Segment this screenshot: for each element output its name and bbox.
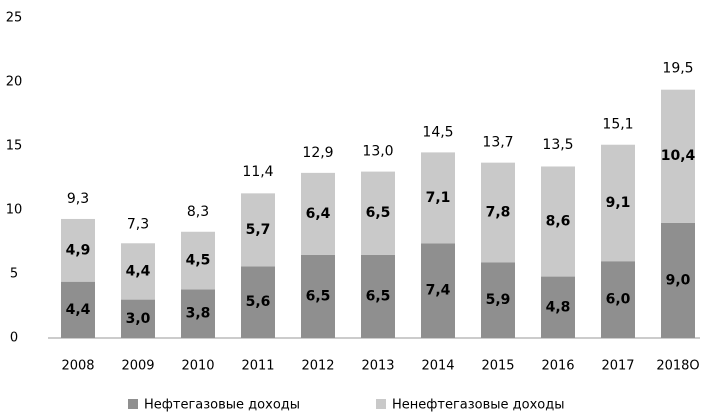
x-tick-label: 2017 <box>601 359 634 374</box>
segment-label: 6,4 <box>306 206 331 222</box>
bar-segment <box>181 289 215 338</box>
segment-label: 7,8 <box>486 205 511 221</box>
segment-label: 9,0 <box>666 272 691 288</box>
bar-segment <box>121 299 155 338</box>
total-label: 13,7 <box>482 135 513 151</box>
bar-segment <box>661 89 695 223</box>
legend-label: Ненефтегазовые доходы <box>392 398 565 413</box>
bar-segment <box>241 266 275 338</box>
segment-label: 5,6 <box>246 294 271 310</box>
total-label: 19,5 <box>662 60 693 76</box>
x-tick-label: 2012 <box>301 359 334 374</box>
y-tick-label: 10 <box>6 203 23 218</box>
bar-segment <box>421 243 455 338</box>
segment-label: 9,1 <box>606 195 631 211</box>
bar-segment <box>601 261 635 338</box>
segment-label: 4,4 <box>66 302 91 318</box>
total-label: 8,3 <box>187 204 209 220</box>
segment-label: 8,6 <box>546 214 571 230</box>
x-tick-label: 2009 <box>121 359 154 374</box>
legend-swatch <box>376 399 386 409</box>
y-tick-label: 5 <box>10 267 18 282</box>
segment-label: 5,7 <box>246 222 271 238</box>
y-tick-label: 0 <box>10 331 18 346</box>
y-tick-label: 15 <box>6 139 23 154</box>
bar-segment <box>61 218 95 282</box>
segment-label: 4,8 <box>546 299 571 315</box>
bar-segment <box>61 281 95 338</box>
bar-segment <box>541 276 575 338</box>
segment-label: 4,4 <box>126 263 151 279</box>
segment-label: 7,1 <box>426 190 451 206</box>
segment-label: 3,8 <box>186 306 211 322</box>
bar-segment <box>121 243 155 300</box>
bar-segment <box>481 262 515 338</box>
segment-label: 3,0 <box>126 311 151 327</box>
bar-segment <box>181 231 215 290</box>
bar-segment <box>421 152 455 244</box>
segment-label: 4,5 <box>186 253 211 269</box>
segment-label: 6,5 <box>366 288 391 304</box>
segment-label: 5,9 <box>486 292 511 308</box>
bar-segment <box>301 254 335 338</box>
total-label: 13,5 <box>542 137 573 153</box>
x-tick-label: 2008 <box>61 359 94 374</box>
legend-swatch <box>128 399 138 409</box>
bar-segment <box>601 144 635 262</box>
legend-label: Нефтегазовые доходы <box>144 398 300 413</box>
bar-segment <box>301 172 335 255</box>
total-label: 12,9 <box>302 145 333 161</box>
total-label: 14,5 <box>422 124 453 140</box>
y-tick-label: 25 <box>6 11 23 26</box>
bar-segment <box>361 254 395 338</box>
segment-label: 6,5 <box>306 288 331 304</box>
bar-segment <box>541 166 575 277</box>
x-tick-label: 2013 <box>361 359 394 374</box>
total-label: 9,3 <box>67 191 89 207</box>
segment-label: 6,0 <box>606 292 631 308</box>
x-tick-label: 2010 <box>181 359 214 374</box>
bar-segment <box>241 193 275 267</box>
segment-label: 4,9 <box>66 242 91 258</box>
bar-segment <box>661 222 695 338</box>
x-tick-label: 2018О <box>656 359 699 374</box>
segment-label: 6,5 <box>366 205 391 221</box>
total-label: 7,3 <box>127 217 149 233</box>
bar-segment <box>481 162 515 263</box>
segment-label: 10,4 <box>661 148 696 164</box>
total-label: 15,1 <box>602 117 633 133</box>
total-label: 13,0 <box>362 144 393 160</box>
bar-segment <box>361 171 395 255</box>
x-tick-label: 2011 <box>241 359 274 374</box>
x-tick-label: 2016 <box>541 359 574 374</box>
segment-label: 7,4 <box>426 283 451 299</box>
total-label: 11,4 <box>242 164 273 180</box>
y-tick-label: 20 <box>6 75 23 90</box>
x-tick-label: 2014 <box>421 359 454 374</box>
x-tick-label: 2015 <box>481 359 514 374</box>
